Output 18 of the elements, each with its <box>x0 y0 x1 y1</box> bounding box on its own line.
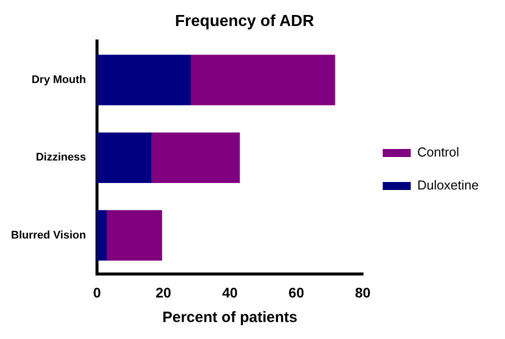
legend-label: Control <box>417 144 460 160</box>
bar <box>96 210 107 261</box>
x-axis-title: Percent of patients <box>162 309 298 326</box>
chart-title: Frequency of ADR <box>175 13 314 30</box>
x-tick-label: 60 <box>288 284 304 300</box>
y-tick-label: Blurred Vision <box>10 229 86 242</box>
bar <box>151 132 240 183</box>
bar <box>96 54 191 106</box>
x-tick-label: 0 <box>93 284 102 300</box>
bar <box>190 54 336 106</box>
y-tick-label: Dizziness <box>36 152 86 164</box>
legend-label: Duloxetine <box>417 178 479 193</box>
x-tick-label: 20 <box>156 284 172 300</box>
x-tick-label: 40 <box>222 284 238 300</box>
bar <box>106 210 162 261</box>
x-tick-label: 80 <box>354 284 371 300</box>
y-tick-label: Dry Mouth <box>32 74 86 86</box>
bar <box>96 132 152 183</box>
